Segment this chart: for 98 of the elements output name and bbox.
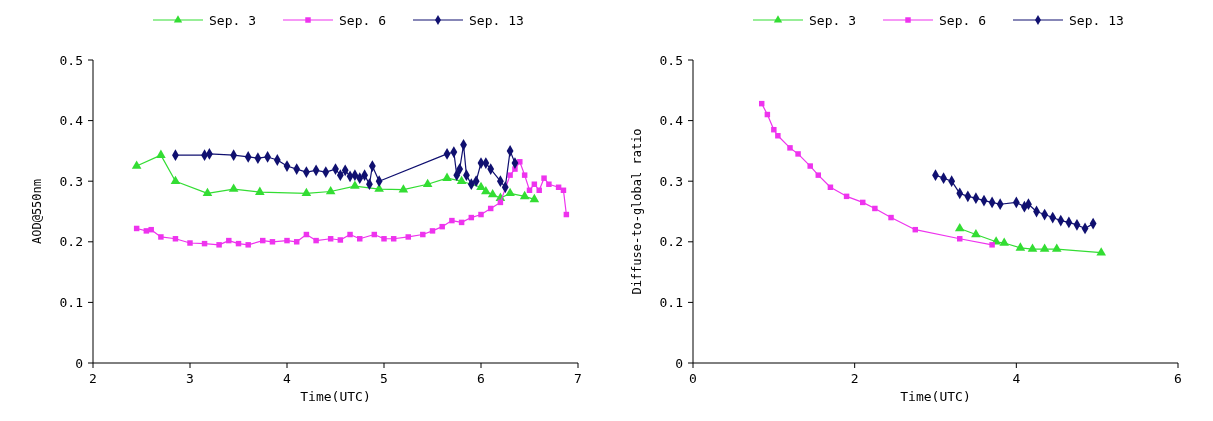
point xyxy=(422,178,433,187)
y-tick-label: 0.5 xyxy=(59,52,83,68)
x-tick-label: 0 xyxy=(689,371,697,386)
point xyxy=(476,181,486,191)
point xyxy=(148,226,154,233)
point xyxy=(507,172,513,178)
point xyxy=(971,228,981,238)
y-tick-label: 0 xyxy=(75,355,83,371)
point xyxy=(957,236,963,242)
point xyxy=(337,237,344,243)
point xyxy=(478,211,484,218)
y-tick-label: 0.3 xyxy=(59,173,83,189)
point xyxy=(1051,243,1062,252)
point xyxy=(456,175,467,184)
point xyxy=(541,175,547,181)
point xyxy=(775,133,781,139)
point xyxy=(405,234,411,240)
point xyxy=(156,149,166,158)
point xyxy=(313,237,319,244)
point xyxy=(787,145,793,151)
point xyxy=(327,236,334,242)
y-axis-title: AOD@550nm xyxy=(30,178,44,245)
point xyxy=(390,236,397,242)
point xyxy=(999,237,1010,246)
point xyxy=(771,126,777,133)
point xyxy=(420,231,426,238)
point xyxy=(350,180,360,189)
y-tick-label: 0.3 xyxy=(659,173,683,189)
point xyxy=(449,217,455,224)
point xyxy=(521,172,528,178)
point xyxy=(284,237,290,244)
point xyxy=(187,240,193,246)
point xyxy=(807,163,813,169)
y-tick-label: 0 xyxy=(675,355,683,371)
x-tick-label: 4 xyxy=(1012,371,1021,386)
point xyxy=(172,236,179,242)
y-tick-label: 0.2 xyxy=(59,234,83,250)
point xyxy=(531,181,538,187)
legend-label: Sep. 3 xyxy=(209,12,256,28)
point xyxy=(487,188,498,198)
point xyxy=(357,236,363,242)
point xyxy=(398,184,409,193)
y-axis-title: Diffuse-to-global ratio xyxy=(630,128,644,295)
x-axis-title: Time(UTC) xyxy=(300,389,371,404)
x-tick-label: 6 xyxy=(1174,371,1182,386)
point xyxy=(517,159,523,165)
legend-label: Sep. 6 xyxy=(339,12,386,28)
point xyxy=(381,236,387,242)
point xyxy=(226,237,232,244)
point xyxy=(1015,242,1026,251)
point xyxy=(872,205,878,212)
point xyxy=(1027,243,1038,252)
point xyxy=(1039,243,1050,252)
y-tick-label: 0.4 xyxy=(659,113,684,129)
point xyxy=(293,239,300,245)
point xyxy=(536,187,542,194)
y-tick-label: 0.2 xyxy=(659,234,683,250)
point xyxy=(989,242,995,248)
point xyxy=(228,183,239,192)
legend-label: Sep. 13 xyxy=(1069,12,1124,28)
point xyxy=(954,222,965,232)
point xyxy=(202,187,213,197)
point xyxy=(519,190,530,200)
legend-label: Sep. 6 xyxy=(939,12,986,28)
x-tick-label: 7 xyxy=(574,371,582,386)
point xyxy=(505,187,515,197)
point xyxy=(529,193,540,203)
point xyxy=(158,234,164,240)
legend-label: Sep. 13 xyxy=(469,12,524,28)
x-axis-title: Time(UTC) xyxy=(900,389,971,404)
x-tick-label: 4 xyxy=(283,371,292,386)
point xyxy=(888,214,894,221)
y-tick-label: 0.1 xyxy=(59,294,83,310)
x-tick-label: 5 xyxy=(380,371,388,386)
point xyxy=(301,187,312,197)
point xyxy=(347,231,353,238)
point xyxy=(442,172,452,181)
x-tick-label: 2 xyxy=(89,371,97,386)
point xyxy=(795,151,801,157)
point xyxy=(131,160,142,169)
x-tick-label: 2 xyxy=(850,371,859,386)
point xyxy=(325,185,336,195)
point xyxy=(170,175,181,184)
y-tick-label: 0.5 xyxy=(659,52,683,68)
point xyxy=(546,181,552,187)
x-tick-label: 3 xyxy=(186,371,194,386)
legend-label: Sep. 3 xyxy=(809,12,856,28)
point xyxy=(481,185,491,195)
y-tick-label: 0.1 xyxy=(659,294,683,310)
point xyxy=(245,242,251,248)
point xyxy=(439,223,445,230)
y-tick-label: 0.4 xyxy=(59,113,84,129)
point xyxy=(815,172,822,178)
point xyxy=(269,239,276,245)
x-tick-label: 6 xyxy=(477,371,485,386)
point xyxy=(216,242,222,248)
point xyxy=(255,186,265,195)
point xyxy=(429,228,436,234)
